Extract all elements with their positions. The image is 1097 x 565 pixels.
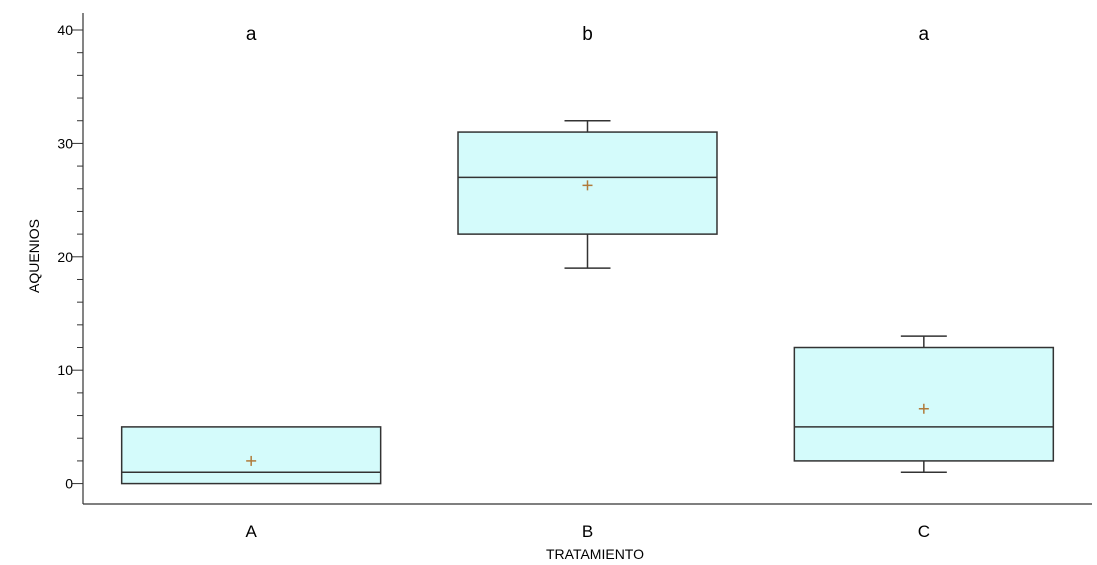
x-category-label: B <box>582 522 593 541</box>
box-group-B <box>457 119 718 269</box>
x-axis-title: TRATAMIENTO <box>546 546 644 562</box>
y-tick-label: 0 <box>65 476 73 492</box>
significance-letter: a <box>919 24 930 45</box>
significance-letter: b <box>582 24 593 45</box>
box-group-C <box>793 335 1055 473</box>
box-iqr <box>120 426 382 485</box>
axes <box>82 13 1092 505</box>
mean-marker <box>918 403 929 414</box>
y-tick-label: 20 <box>57 249 73 265</box>
boxes <box>120 119 1055 485</box>
y-tick-label: 30 <box>57 135 73 151</box>
x-category-label: C <box>918 522 930 541</box>
mean-marker <box>246 455 257 466</box>
significance-letter: a <box>246 24 257 45</box>
category-labels: Aa Bb Ca <box>245 24 929 541</box>
y-tick-label: 40 <box>57 22 73 38</box>
y-axis-title: AQUENIOS <box>26 219 42 293</box>
y-tick-label: 10 <box>57 362 73 378</box>
y-ticks: 0 10 20 30 40 <box>57 22 83 492</box>
mean-marker <box>582 180 593 191</box>
x-category-label: A <box>245 522 257 541</box>
box-group-A <box>120 426 382 485</box>
